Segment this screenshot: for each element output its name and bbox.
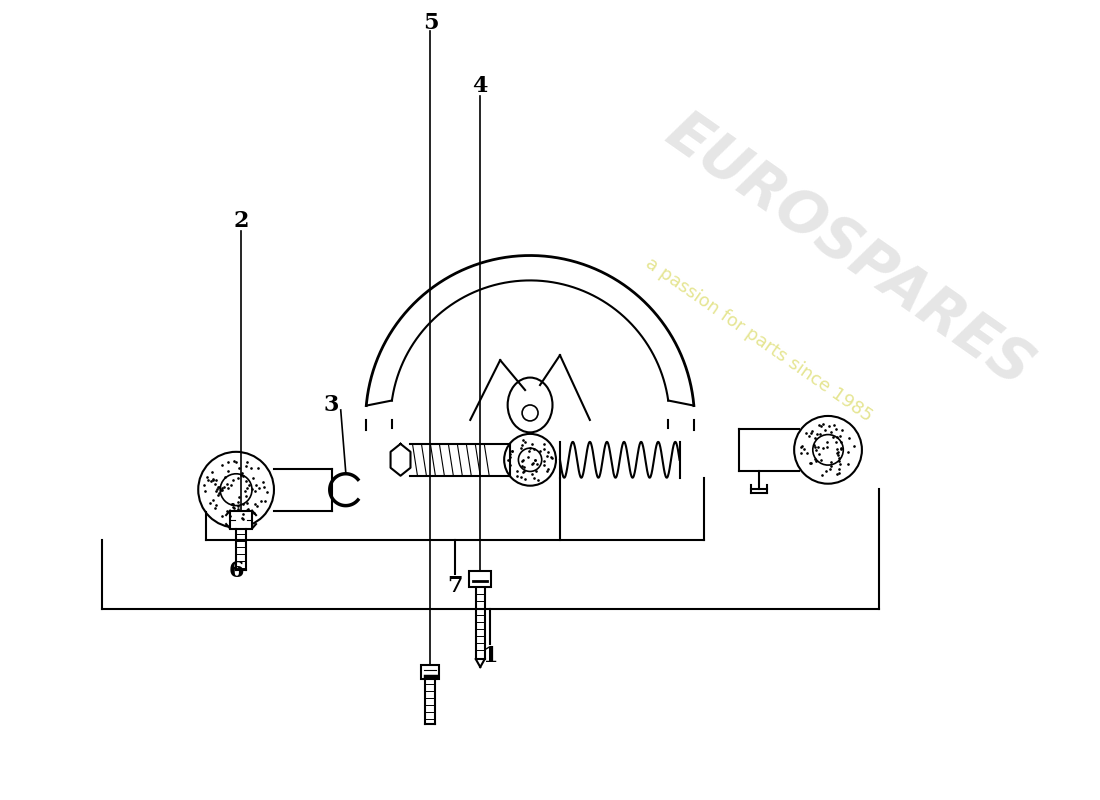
Circle shape [198, 452, 274, 527]
Text: 6: 6 [229, 561, 244, 582]
Circle shape [794, 416, 862, 484]
Text: 2: 2 [233, 210, 249, 232]
Text: 5: 5 [422, 12, 438, 34]
FancyBboxPatch shape [230, 510, 252, 529]
Text: EUROSPARES: EUROSPARES [656, 103, 1043, 398]
Circle shape [504, 434, 556, 486]
Text: 3: 3 [323, 394, 339, 416]
Bar [421, 665, 439, 679]
Text: 7: 7 [448, 575, 463, 598]
Text: a passion for parts since 1985: a passion for parts since 1985 [642, 254, 876, 426]
Text: 1: 1 [483, 645, 498, 667]
Bar [470, 571, 492, 587]
Text: 4: 4 [473, 75, 488, 97]
